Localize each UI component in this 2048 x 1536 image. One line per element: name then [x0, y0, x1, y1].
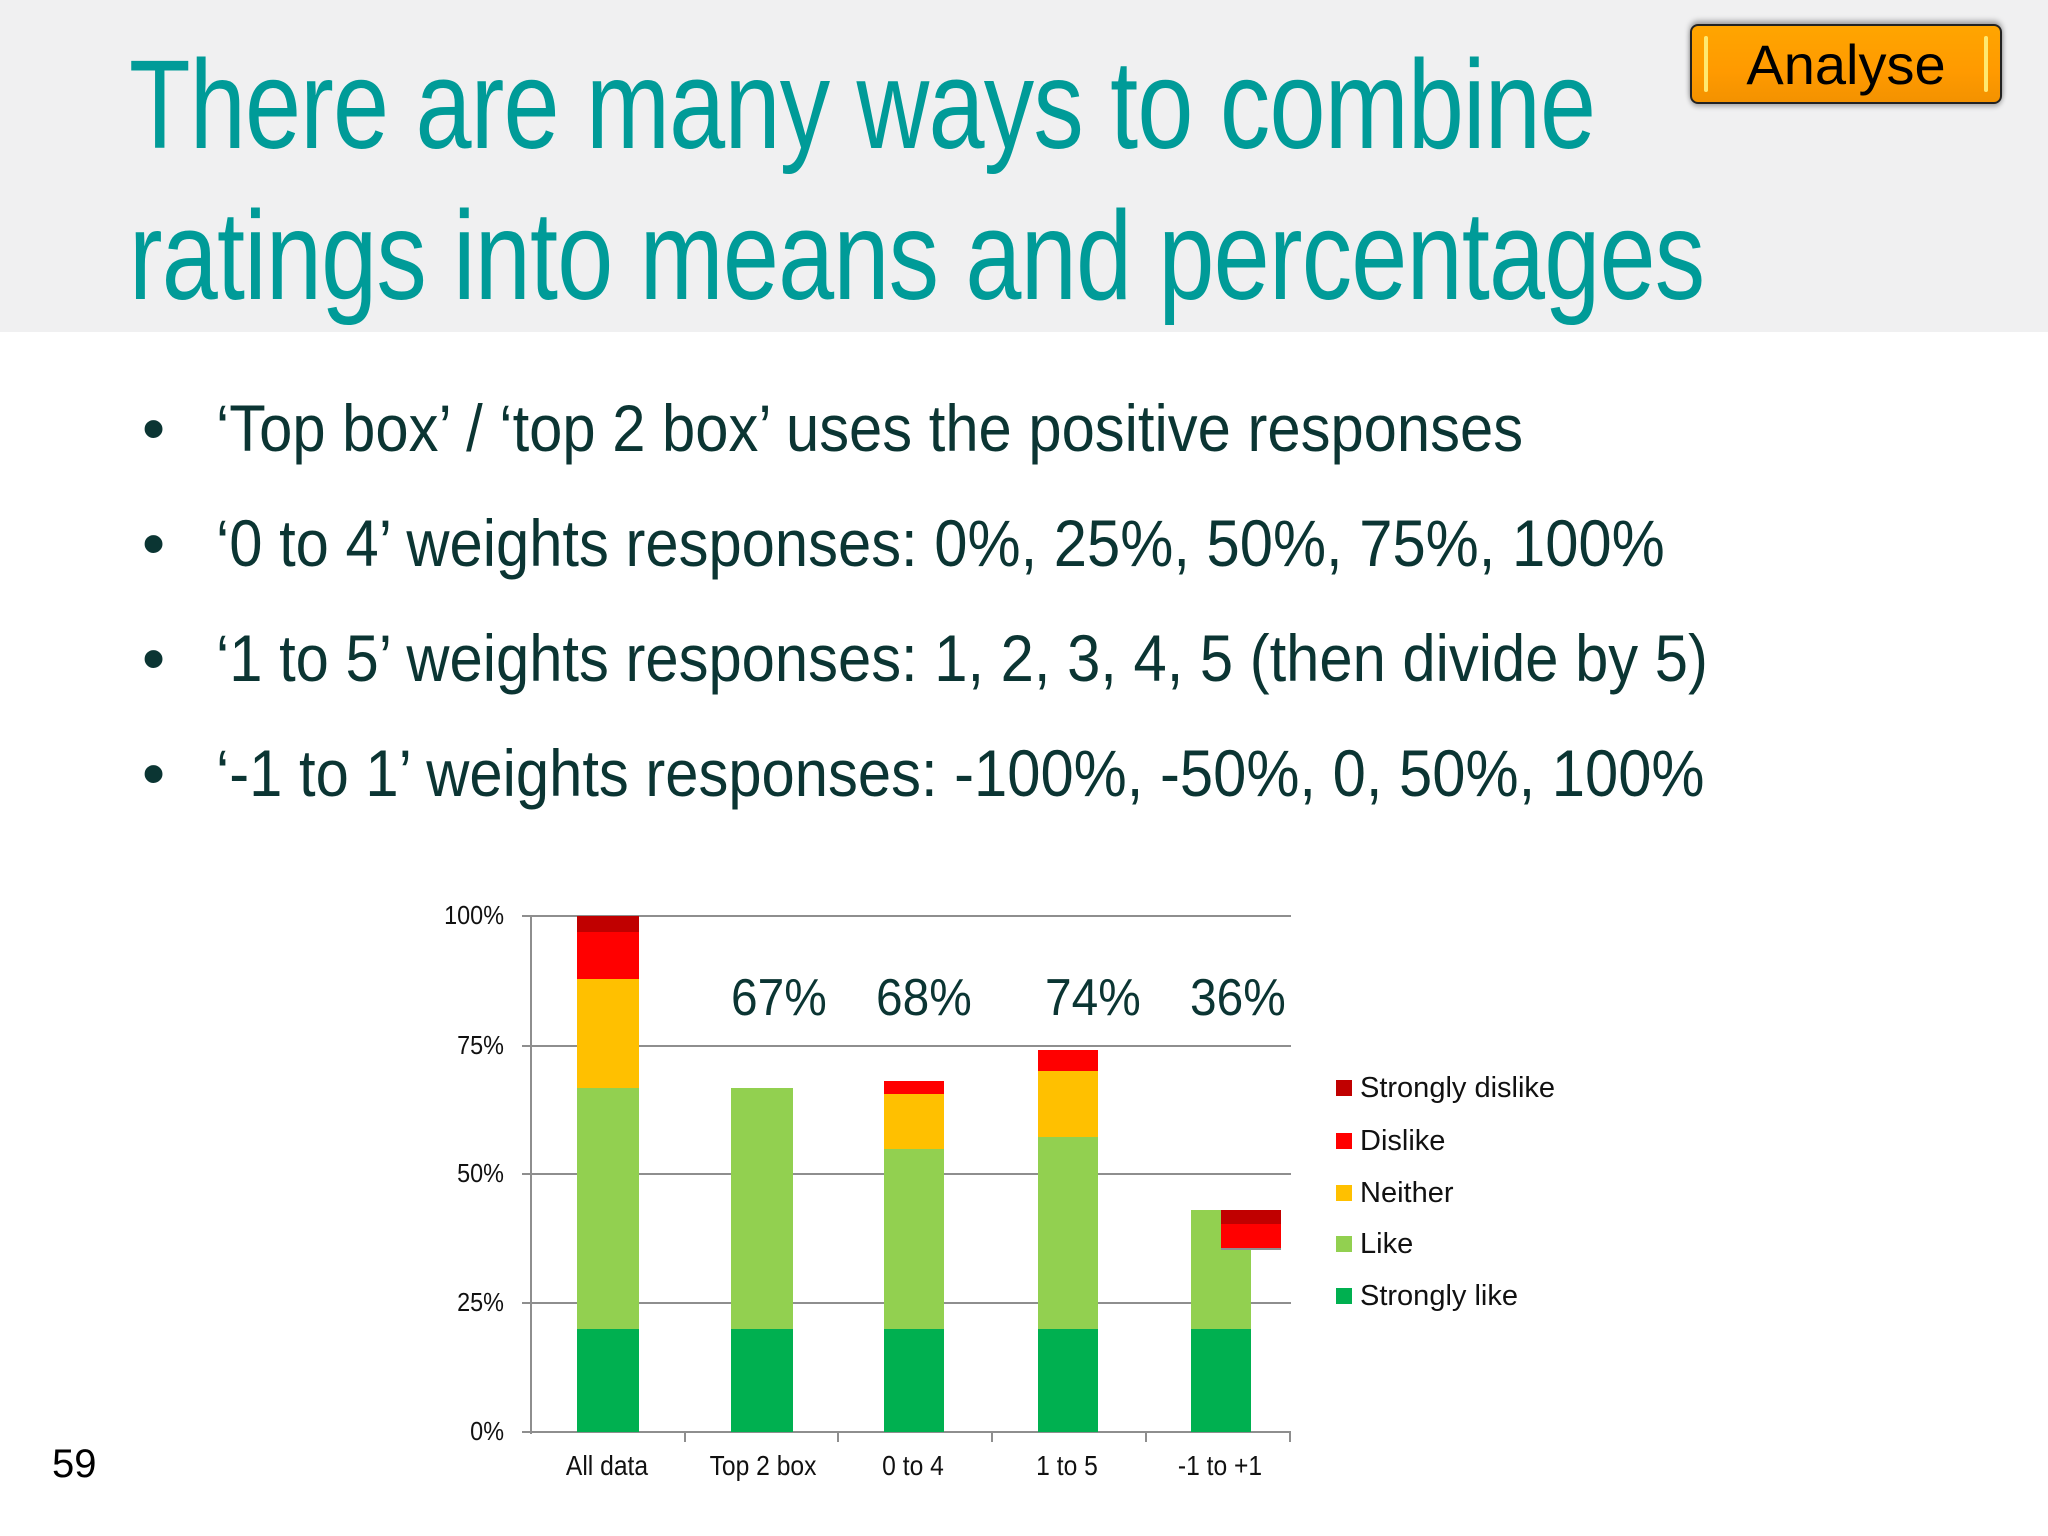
legend-label: Like [1360, 1227, 1414, 1260]
page-number: 59 [52, 1442, 97, 1486]
bar-1to5-neither [1038, 1071, 1098, 1137]
gridline-50 [522, 1173, 1291, 1175]
analyse-button-label: Analyse [1746, 32, 1946, 96]
x-tick [991, 1432, 993, 1442]
legend-label: Dislike [1360, 1124, 1446, 1157]
y-tick-label: 100% [444, 900, 504, 930]
x-category-label: Top 2 box [709, 1450, 817, 1481]
bullet-text: ‘Top box’ / ‘top 2 box’ uses the positiv… [216, 391, 1524, 465]
annotation-1to5: 74% [1045, 969, 1141, 1027]
slide-title-line-1: There are many ways to combine [129, 34, 1596, 175]
bullet-text: ‘-1 to 1’ weights responses: -100%, -50%… [216, 736, 1705, 810]
bar-neg1to1-subtract-shadow [1221, 1248, 1281, 1250]
x-tick [1145, 1432, 1147, 1442]
bullet-icon: • [142, 391, 166, 465]
bar-all-data-strongly-dislike [577, 916, 639, 932]
analyse-button[interactable]: Analyse [1690, 24, 2002, 104]
legend-swatch-icon [1336, 1133, 1352, 1149]
x-category-label: 1 to 5 [1036, 1450, 1098, 1481]
x-category-label: 0 to 4 [882, 1450, 944, 1481]
legend-swatch-icon [1336, 1288, 1352, 1304]
y-tick-label: 25% [457, 1287, 504, 1317]
y-tick-label: 0% [470, 1416, 504, 1446]
slide-title-line-2: ratings into means and percentages [129, 185, 1705, 326]
x-tick [684, 1432, 686, 1442]
annotation-neg1to1: 36% [1190, 969, 1286, 1027]
x-category-label: All data [565, 1450, 649, 1481]
gridline-100 [522, 915, 1291, 917]
y-tick-label: 50% [457, 1158, 504, 1188]
gridline-0 [522, 1431, 1291, 1433]
annotation-0to4: 68% [876, 969, 972, 1027]
bullet-icon: • [142, 621, 166, 695]
gridline-75 [522, 1045, 1291, 1047]
bar-all-data-neither [577, 979, 639, 1088]
bar-all-data-like [577, 1088, 639, 1329]
legend-item-dislike: Dislike [1336, 1124, 1445, 1158]
bar-neg1to1-like [1191, 1210, 1251, 1329]
bar-0to4-dislike [884, 1081, 944, 1094]
legend-label: Strongly like [1360, 1279, 1518, 1312]
x-tick [1289, 1432, 1291, 1442]
bullet-text: ‘1 to 5’ weights responses: 1, 2, 3, 4, … [216, 621, 1708, 695]
legend-swatch-icon [1336, 1080, 1352, 1096]
bar-1to5-strongly-like [1038, 1329, 1098, 1432]
y-axis [530, 916, 532, 1434]
bar-neg1to1-strongly-like [1191, 1329, 1251, 1432]
bar-1to5-like [1038, 1137, 1098, 1329]
legend-item-strongly-dislike: Strongly dislike [1336, 1071, 1555, 1105]
bar-1to5-dislike [1038, 1050, 1098, 1071]
bar-0to4-strongly-like [884, 1329, 944, 1432]
bar-top2-strongly-like [731, 1329, 793, 1432]
bar-neg1to1-dislike-subtract [1221, 1224, 1281, 1248]
button-highlight-right [1984, 36, 1988, 92]
x-category-label: -1 to +1 [1177, 1450, 1263, 1481]
legend-item-like: Like [1336, 1227, 1413, 1261]
bar-0to4-like [884, 1149, 944, 1329]
legend-item-strongly-like: Strongly like [1336, 1279, 1518, 1313]
annotation-top2-box: 67% [731, 969, 827, 1027]
bullet-icon: • [142, 506, 166, 580]
bar-all-data-strongly-like [577, 1329, 639, 1432]
legend-label: Neither [1360, 1176, 1454, 1209]
legend-swatch-icon [1336, 1236, 1352, 1252]
bar-all-data-dislike [577, 932, 639, 979]
bullet-icon: • [142, 736, 166, 810]
bullet-text: ‘0 to 4’ weights responses: 0%, 25%, 50%… [216, 506, 1665, 580]
x-tick [837, 1432, 839, 1442]
y-tick-label: 75% [457, 1030, 504, 1060]
legend-label: Strongly dislike [1360, 1071, 1556, 1104]
bar-neg1to1-strongly-dislike-subtract [1221, 1210, 1281, 1224]
bar-0to4-neither [884, 1094, 944, 1149]
gridline-25 [522, 1302, 1291, 1304]
bar-top2-like [731, 1088, 793, 1329]
legend-swatch-icon [1336, 1185, 1352, 1201]
button-highlight-left [1704, 36, 1708, 92]
legend-item-neither: Neither [1336, 1176, 1454, 1210]
